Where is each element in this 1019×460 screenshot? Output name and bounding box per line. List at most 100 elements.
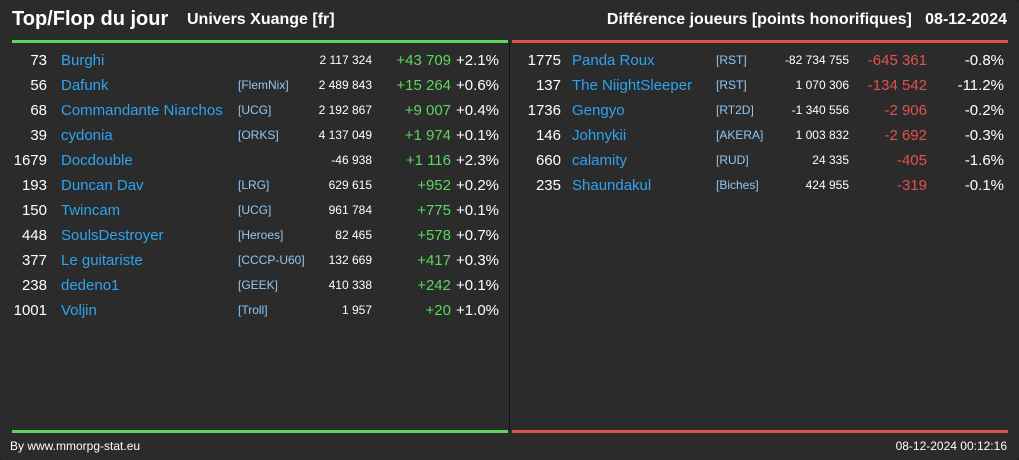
player-score: 2 489 843 — [318, 78, 372, 92]
score-difference: +1 116 — [405, 152, 451, 169]
player-rank: 56 — [30, 77, 47, 94]
percent-change: -0.8% — [964, 52, 1004, 69]
page-title: Top/Flop du jour — [12, 8, 169, 30]
top-bottom-bar — [12, 430, 508, 433]
player-score: 2 192 867 — [318, 103, 372, 117]
player-name-link[interactable]: Commandante Niarchos — [61, 102, 223, 119]
player-rank: 146 — [535, 127, 561, 144]
guild-tag: [FlemNix] — [238, 78, 289, 92]
player-score: -46 938 — [331, 153, 372, 167]
flop-accent-bar — [512, 40, 1008, 43]
percent-change: -11.2% — [957, 77, 1004, 94]
score-difference: +775 — [417, 202, 451, 219]
top-row: 56 Dafunk [FlemNix] 2 489 843 +15 264 +0.6% — [0, 73, 508, 98]
player-rank: 238 — [21, 277, 47, 294]
score-difference: +578 — [417, 227, 451, 244]
player-score: 132 669 — [328, 253, 372, 267]
player-rank: 1679 — [13, 152, 47, 169]
score-difference: -405 — [896, 152, 927, 169]
player-score: 2 117 324 — [319, 53, 373, 67]
guild-tag: [UCG] — [238, 103, 272, 117]
score-difference: +1 974 — [404, 127, 451, 144]
source-credit: By www.mmorpg-stat.eu — [10, 439, 141, 453]
player-rank: 1736 — [527, 102, 561, 119]
player-name-link[interactable]: Duncan Dav — [61, 177, 144, 194]
player-name-link[interactable]: Twincam — [61, 202, 121, 219]
player-rank: 377 — [21, 252, 47, 269]
top-row: 448 SoulsDestroyer [Heroes] 82 465 +578 +0.7% — [0, 223, 508, 248]
top-row: 1001 Voljin [Troll] 1 957 +20 +1.0% — [0, 298, 508, 323]
player-name-link[interactable]: Dafunk — [61, 77, 109, 94]
column-divider — [509, 43, 510, 430]
percent-change: +0.1% — [456, 127, 499, 144]
player-name-link[interactable]: Burghi — [61, 52, 105, 69]
score-difference: +15 264 — [396, 77, 451, 94]
player-name-link[interactable]: Le guitariste — [61, 252, 143, 269]
percent-change: +0.1% — [456, 202, 499, 219]
flop-row: 660 calamity [RUD] 24 335 -405 -1.6% — [510, 148, 1008, 173]
top-row: 150 Twincam [UCG] 961 784 +775 +0.1% — [0, 198, 508, 223]
score-difference: -645 361 — [867, 52, 927, 69]
player-name-link[interactable]: Docdouble — [61, 152, 133, 169]
guild-tag: [AKERA] — [716, 128, 764, 142]
score-difference: -134 542 — [867, 77, 927, 94]
top-row: 377 Le guitariste [CCCP-U60] 132 669 +417 +0.… — [0, 248, 508, 273]
player-rank: 235 — [535, 177, 561, 194]
player-rank: 73 — [30, 52, 47, 69]
player-name-link[interactable]: SoulsDestroyer — [61, 227, 164, 244]
timestamp: 08-12-2024 00:12:16 — [895, 439, 1007, 453]
player-rank: 448 — [21, 227, 47, 244]
guild-tag: [ORKS] — [238, 128, 279, 142]
player-name-link[interactable]: Voljin — [61, 302, 97, 319]
flop-bottom-bar — [512, 430, 1008, 433]
score-difference: +20 — [425, 302, 451, 319]
player-name-link[interactable]: Gengyo — [572, 102, 625, 119]
player-name-link[interactable]: cydonia — [61, 127, 113, 144]
score-difference: -319 — [896, 177, 927, 194]
player-score: 424 955 — [805, 178, 849, 192]
player-rank: 1001 — [13, 302, 47, 319]
player-rank: 1775 — [527, 52, 561, 69]
player-name-link[interactable]: calamity — [572, 152, 628, 169]
top-row: 193 Duncan Dav [LRG] 629 615 +952 +0.2% — [0, 173, 508, 198]
player-score: -1 340 556 — [791, 103, 849, 117]
player-rank: 660 — [535, 152, 561, 169]
flop-row: 235 Shaundakul [Biches] 424 955 -319 -0.1% — [510, 173, 1008, 198]
player-name-link[interactable]: dedeno1 — [61, 277, 120, 294]
top-accent-bar — [12, 40, 508, 43]
percent-change: +0.1% — [456, 277, 499, 294]
guild-tag: [RUD] — [716, 153, 749, 167]
flop-table: 1775 Panda Roux [RST] -82 734 755 -645 361 -0… — [510, 48, 1008, 198]
guild-tag: [Troll] — [238, 303, 268, 317]
percent-change: +0.4% — [456, 102, 499, 119]
player-score: 629 615 — [328, 178, 372, 192]
player-rank: 193 — [21, 177, 47, 194]
score-difference: +952 — [417, 177, 451, 194]
player-name-link[interactable]: Panda Roux — [572, 52, 655, 69]
player-score: 1 070 306 — [795, 78, 849, 92]
guild-tag: [LRG] — [238, 178, 270, 192]
player-rank: 150 — [21, 202, 47, 219]
player-score: 410 338 — [328, 278, 372, 292]
guild-tag: [Biches] — [716, 178, 759, 192]
player-score: 1 003 832 — [795, 128, 849, 142]
percent-change: -1.6% — [964, 152, 1004, 169]
top-table: 73 Burghi 2 117 324 +43 709 +2.1% 56 Dafunk [Fl… — [0, 48, 508, 323]
percent-change: -0.2% — [964, 102, 1004, 119]
player-name-link[interactable]: The NiightSleeper — [572, 77, 693, 94]
top-row: 1679 Docdouble -46 938 +1 116 +2.3% — [0, 148, 508, 173]
player-name-link[interactable]: Johnykii — [572, 127, 627, 144]
guild-tag: [RST] — [716, 53, 747, 67]
player-rank: 137 — [535, 77, 561, 94]
top-row: 73 Burghi 2 117 324 +43 709 +2.1% — [0, 48, 508, 73]
player-score: 4 137 049 — [318, 128, 372, 142]
percent-change: +0.6% — [456, 77, 499, 94]
score-difference: -2 906 — [884, 102, 927, 119]
player-name-link[interactable]: Shaundakul — [572, 177, 652, 194]
score-difference: +417 — [417, 252, 451, 269]
player-score: -82 734 755 — [784, 53, 849, 67]
top-row: 68 Commandante Niarchos [UCG] 2 192 867 +9 0… — [0, 98, 508, 123]
universe-subtitle: Univers Xuange [fr] — [187, 11, 335, 28]
percent-change: +2.1% — [456, 52, 499, 69]
score-difference: -2 692 — [884, 127, 927, 144]
